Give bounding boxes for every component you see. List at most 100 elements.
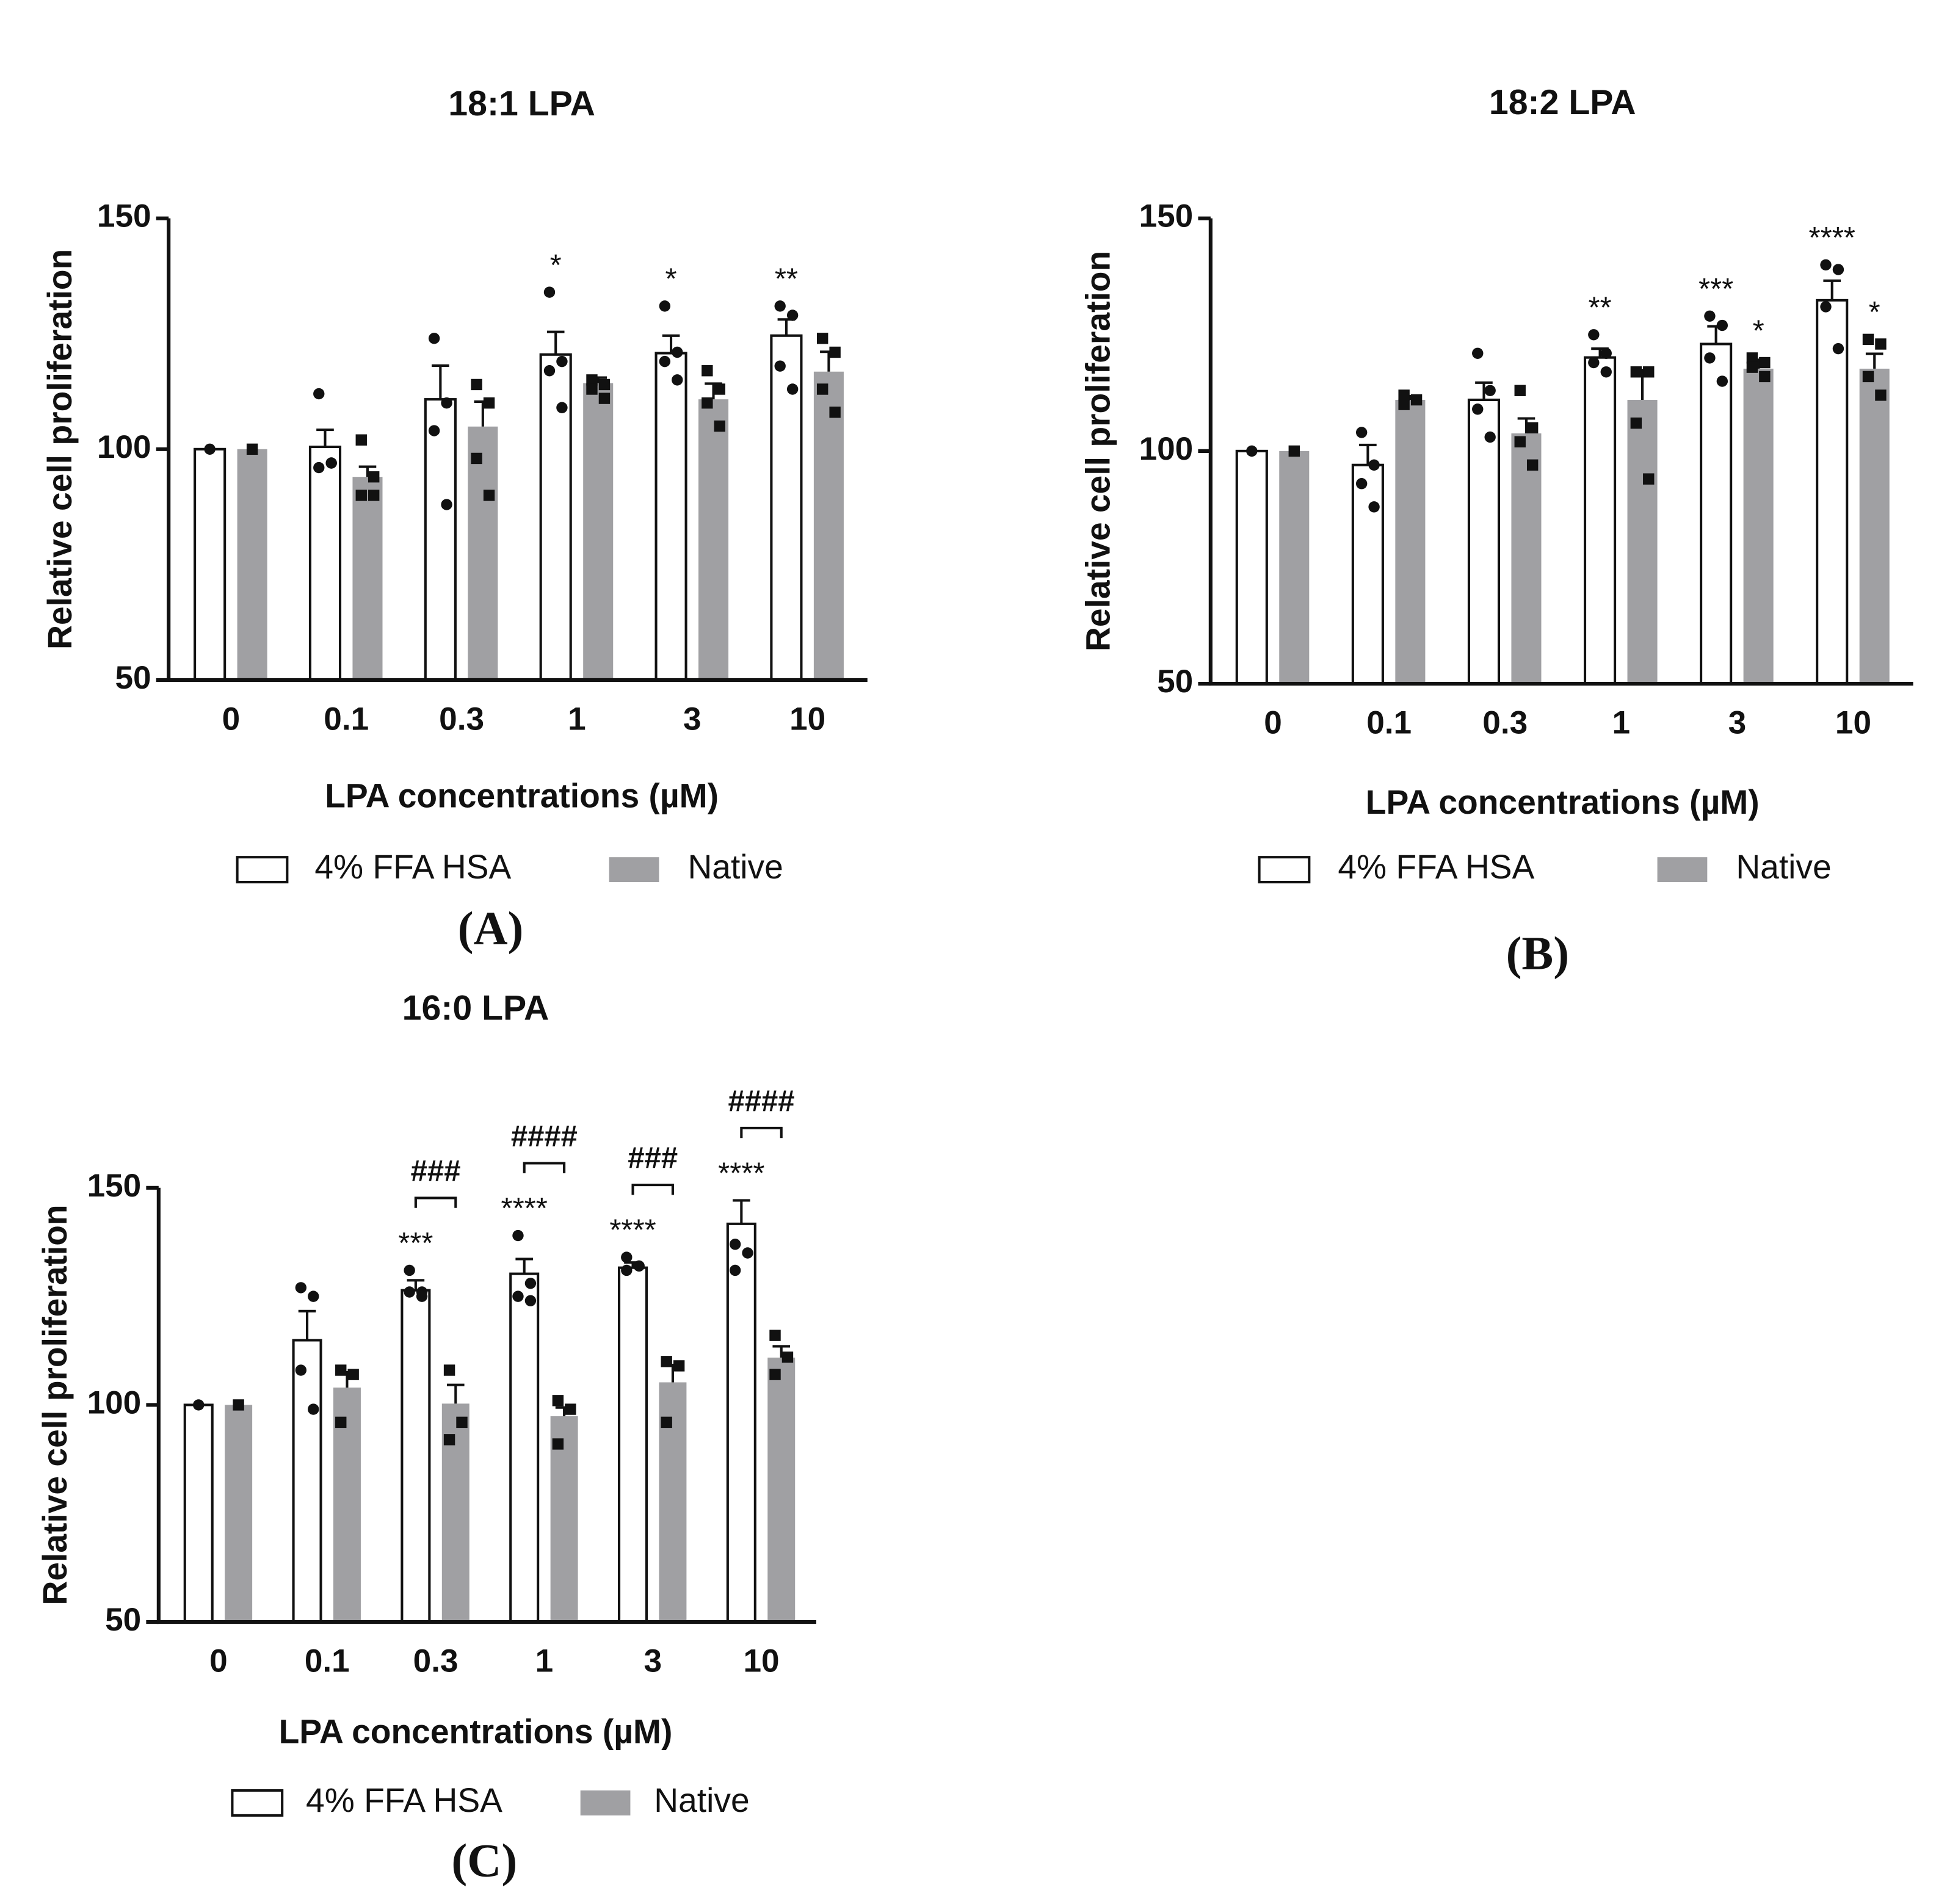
data-point bbox=[742, 1247, 753, 1259]
x-axis-label: LPA concentrations (µM) bbox=[325, 777, 719, 815]
y-tick-label: 50 bbox=[1157, 664, 1193, 700]
bar bbox=[539, 353, 572, 681]
comparison-label: ### bbox=[411, 1154, 461, 1187]
bar bbox=[509, 1272, 540, 1624]
x-tick-label: 1 bbox=[535, 1643, 554, 1679]
data-point bbox=[729, 1239, 741, 1250]
x-tick-label: 3 bbox=[644, 1643, 662, 1679]
bar bbox=[767, 1357, 796, 1623]
significance-label: ** bbox=[1588, 291, 1611, 324]
significance-label: *** bbox=[1699, 273, 1733, 306]
data-point bbox=[295, 1282, 307, 1294]
x-tick-label: 0 bbox=[209, 1643, 228, 1679]
x-tick-label: 0 bbox=[1264, 705, 1282, 741]
data-point bbox=[1588, 329, 1600, 341]
data-point bbox=[441, 499, 452, 510]
panel-label: (B) bbox=[1506, 927, 1570, 980]
significance-label: * bbox=[665, 262, 677, 295]
x-tick-label: 0.1 bbox=[324, 701, 369, 737]
bar bbox=[617, 1266, 648, 1624]
data-point bbox=[1704, 352, 1716, 364]
data-point bbox=[404, 1264, 415, 1276]
comparison-bracket bbox=[414, 1196, 457, 1208]
data-point bbox=[524, 1295, 537, 1306]
data-point bbox=[1716, 375, 1728, 387]
data-point bbox=[1355, 427, 1368, 438]
bar bbox=[1235, 449, 1268, 686]
bar bbox=[468, 426, 498, 680]
data-point bbox=[659, 355, 671, 367]
bar bbox=[813, 371, 844, 680]
data-point bbox=[335, 1364, 347, 1376]
legend-swatch bbox=[609, 857, 659, 883]
data-point bbox=[729, 1264, 741, 1276]
data-point bbox=[672, 374, 683, 386]
data-point bbox=[552, 1395, 564, 1406]
significance-label: *** bbox=[398, 1227, 433, 1260]
bar bbox=[1395, 400, 1426, 684]
bar bbox=[1743, 368, 1774, 684]
legend-swatch bbox=[1258, 856, 1311, 884]
x-tick-label: 3 bbox=[1728, 705, 1747, 741]
data-point bbox=[512, 1229, 524, 1242]
x-tick-label: 0.3 bbox=[1482, 705, 1528, 741]
panel-label: (C) bbox=[451, 1834, 517, 1886]
chart-title: 18:1 LPA bbox=[448, 84, 595, 123]
data-point bbox=[714, 420, 725, 432]
y-tick-label: 100 bbox=[87, 1385, 142, 1421]
data-point bbox=[233, 1399, 244, 1411]
data-point bbox=[598, 378, 611, 391]
significance-label: **** bbox=[501, 1192, 548, 1225]
significance-label: * bbox=[550, 249, 562, 282]
comparison-bracket bbox=[740, 1126, 783, 1138]
data-point bbox=[673, 1360, 685, 1372]
data-point bbox=[702, 397, 713, 409]
data-point bbox=[368, 490, 380, 501]
bar bbox=[1511, 433, 1542, 684]
y-axis-label: Relative cell proliferation bbox=[36, 1204, 74, 1605]
data-point bbox=[659, 300, 671, 312]
data-point bbox=[1288, 445, 1300, 457]
data-point bbox=[428, 425, 440, 436]
axes bbox=[1208, 218, 1913, 686]
legend-swatch bbox=[1657, 857, 1708, 883]
comparison-bracket bbox=[523, 1162, 566, 1173]
data-point bbox=[1368, 501, 1380, 513]
x-tick-label: 3 bbox=[683, 701, 702, 737]
data-point bbox=[1398, 389, 1410, 401]
data-point bbox=[1746, 352, 1758, 364]
data-point bbox=[598, 393, 611, 404]
data-point bbox=[621, 1264, 633, 1276]
data-point bbox=[368, 471, 380, 483]
data-point bbox=[441, 397, 452, 409]
y-tick-label: 150 bbox=[1139, 198, 1194, 234]
bar bbox=[1627, 400, 1658, 684]
axes bbox=[156, 1187, 816, 1624]
x-tick-label: 1 bbox=[568, 701, 586, 737]
data-point bbox=[633, 1260, 645, 1272]
data-point bbox=[586, 374, 598, 386]
x-tick-label: 0.1 bbox=[1366, 705, 1412, 741]
legend-label: Native bbox=[687, 848, 783, 886]
data-point bbox=[774, 300, 786, 312]
data-point bbox=[443, 1434, 455, 1446]
bar bbox=[292, 1339, 322, 1624]
data-point bbox=[416, 1290, 428, 1302]
bar bbox=[550, 1416, 578, 1623]
data-point bbox=[1875, 389, 1887, 401]
x-tick-label: 0.1 bbox=[305, 1643, 350, 1679]
data-point bbox=[1875, 338, 1887, 350]
data-point bbox=[428, 333, 440, 344]
data-point bbox=[1368, 459, 1380, 471]
data-point bbox=[204, 443, 216, 455]
bar bbox=[1859, 368, 1890, 684]
significance-label: * bbox=[1753, 314, 1764, 347]
data-point bbox=[786, 309, 799, 321]
bar bbox=[1583, 356, 1617, 686]
significance-label: **** bbox=[1809, 222, 1855, 255]
significance-label: **** bbox=[718, 1157, 764, 1190]
x-tick-label: 10 bbox=[1835, 705, 1871, 741]
comparison-label: #### bbox=[728, 1085, 794, 1118]
legend-label: 4% FFA HSA bbox=[306, 1781, 502, 1819]
